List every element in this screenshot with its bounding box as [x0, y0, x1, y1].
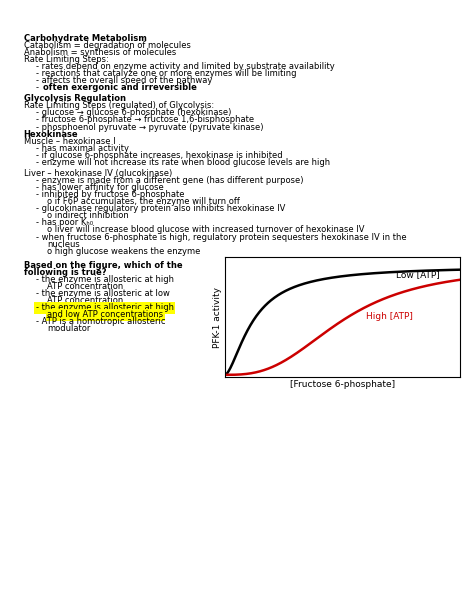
Text: - glucose → glucose 6-phosphate (hexokinase): - glucose → glucose 6-phosphate (hexokin… — [36, 109, 231, 118]
Text: Liver – hexokinase IV (glucokinase): Liver – hexokinase IV (glucokinase) — [24, 169, 172, 178]
Text: - affects the overall speed of the pathway: - affects the overall speed of the pathw… — [36, 76, 212, 85]
Text: Catabolism = degradation of molecules: Catabolism = degradation of molecules — [24, 40, 191, 50]
Text: often exergonic and irreversible: often exergonic and irreversible — [43, 83, 197, 92]
Text: o if F6P accumulates, the enzyme will turn off: o if F6P accumulates, the enzyme will tu… — [47, 197, 240, 206]
Text: - enzyme will not increase its rate when blood glucose levels are high: - enzyme will not increase its rate when… — [36, 158, 330, 167]
Text: nucleus: nucleus — [47, 240, 80, 248]
Text: Based on the figure, which of the: Based on the figure, which of the — [24, 261, 182, 270]
Text: Rate Limiting Steps (regulated) of Glycolysis:: Rate Limiting Steps (regulated) of Glyco… — [24, 101, 214, 110]
Text: Hexokinase: Hexokinase — [24, 129, 78, 139]
Text: - reactions that catalyze one or more enzymes will be limiting: - reactions that catalyze one or more en… — [36, 69, 296, 78]
Text: Anabolism = synthesis of molecules: Anabolism = synthesis of molecules — [24, 48, 176, 57]
Text: o indirect inhibition: o indirect inhibition — [47, 211, 129, 220]
Text: - enzyme is made from a different gene (has different purpose): - enzyme is made from a different gene (… — [36, 176, 303, 185]
Y-axis label: PFK-1 activity: PFK-1 activity — [213, 287, 222, 348]
Text: Glycolysis Regulation: Glycolysis Regulation — [24, 94, 126, 104]
Text: Muscle – hexokinase I: Muscle – hexokinase I — [24, 137, 115, 146]
Text: and low ATP concentrations: and low ATP concentrations — [47, 310, 164, 319]
Text: - has lower affinity for glucose: - has lower affinity for glucose — [36, 183, 164, 192]
Text: o high glucose weakens the enzyme: o high glucose weakens the enzyme — [47, 246, 201, 256]
X-axis label: [Fructose 6-phosphate]: [Fructose 6-phosphate] — [290, 380, 395, 389]
Text: o liver will increase blood glucose with increased turnover of hexokinase IV: o liver will increase blood glucose with… — [47, 226, 365, 234]
Text: - has poor Kₕ₀: - has poor Kₕ₀ — [36, 218, 93, 227]
Text: Low [ATP]: Low [ATP] — [396, 270, 439, 280]
Text: ATP concentration: ATP concentration — [47, 296, 124, 305]
Text: Carbohydrate Metabolism: Carbohydrate Metabolism — [24, 34, 146, 43]
Text: - inhibited by fructose 6-phosphate: - inhibited by fructose 6-phosphate — [36, 190, 184, 199]
Text: -: - — [36, 83, 41, 92]
Text: modulator: modulator — [47, 324, 91, 333]
Text: - if glucose 6-phosphate increases, hexokinase is inhibited: - if glucose 6-phosphate increases, hexo… — [36, 151, 282, 160]
Text: - has maximal activity: - has maximal activity — [36, 143, 128, 153]
Text: - the enzyme is allosteric at high: - the enzyme is allosteric at high — [36, 275, 173, 284]
Text: High [ATP]: High [ATP] — [366, 312, 413, 321]
Text: - when fructose 6-phosphate is high, regulatory protein sequesters hexokinase IV: - when fructose 6-phosphate is high, reg… — [36, 232, 406, 242]
Text: - the enzyme is allosteric at low: - the enzyme is allosteric at low — [36, 289, 169, 298]
Text: - fructose 6-phosphate → fructose 1,6-bisphosphate: - fructose 6-phosphate → fructose 1,6-bi… — [36, 115, 254, 124]
Text: following is true?: following is true? — [24, 268, 106, 277]
Text: - glucokinase regulatory protein also inhibits hexokinase IV: - glucokinase regulatory protein also in… — [36, 204, 285, 213]
Text: - rates depend on enzyme activity and limited by substrate availability: - rates depend on enzyme activity and li… — [36, 62, 334, 71]
Text: ATP concentration: ATP concentration — [47, 282, 124, 291]
Text: - the enzyme is allosteric at high: - the enzyme is allosteric at high — [36, 303, 173, 312]
Text: - phosphoenol pyruvate → pyruvate (pyruvate kinase): - phosphoenol pyruvate → pyruvate (pyruv… — [36, 123, 263, 132]
Text: - ATP is a homotropic allosteric: - ATP is a homotropic allosteric — [36, 318, 165, 326]
Text: Rate Limiting Steps:: Rate Limiting Steps: — [24, 55, 109, 64]
